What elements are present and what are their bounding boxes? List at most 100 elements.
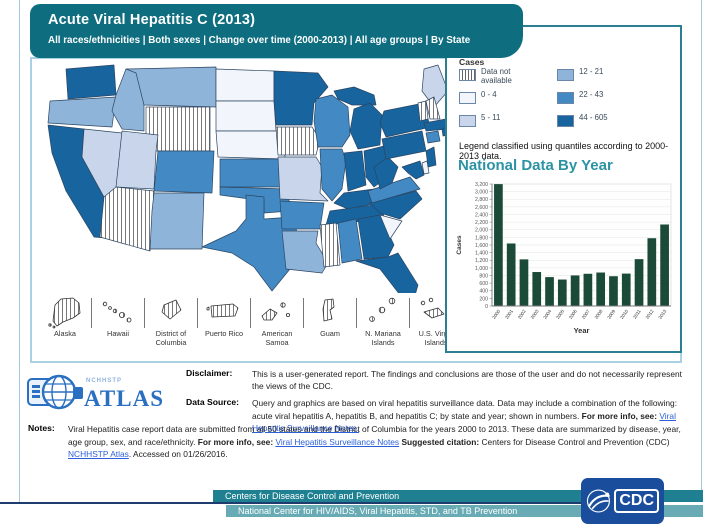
atlas-globe-icon: NCHHSTP ATLAS (27, 374, 163, 411)
cdc-logo: CDC (581, 478, 664, 524)
inset-guam: Guam (305, 295, 355, 339)
nchhstp-atlas-link[interactable]: NCHHSTP Atlas (68, 449, 129, 460)
state-OR (47, 96, 117, 128)
svg-text:2,600: 2,600 (475, 205, 488, 211)
inset-shape (161, 299, 182, 320)
svg-text:1,600: 1,600 (475, 243, 488, 249)
svg-text:3,200: 3,200 (475, 182, 488, 188)
svg-text:2,000: 2,000 (475, 228, 488, 234)
svg-text:2012: 2012 (645, 308, 655, 320)
svg-text:2003: 2003 (530, 308, 540, 320)
surveillance-notes-link[interactable]: Viral Hepatitis Surveillance Notes. (252, 410, 676, 433)
legend-label: 22 - 43 (579, 90, 604, 99)
bar-2007 (583, 273, 593, 306)
state-NE (215, 130, 287, 160)
legend-swatch-q2 (459, 115, 476, 127)
footer-cdc-text: Centers for Disease Control and Preventi… (225, 491, 400, 501)
svg-text:2000: 2000 (491, 308, 501, 320)
inset-shape (102, 301, 132, 323)
bar-2009 (609, 276, 618, 306)
svg-text:2,400: 2,400 (475, 212, 488, 218)
notes-body: Viral Hepatitis case report data are sub… (68, 424, 681, 447)
svg-text:2007: 2007 (581, 308, 591, 320)
disclaimer-text: This is a user-generated report. The fin… (252, 369, 683, 392)
page-frame (19, 0, 702, 502)
inset-shape (261, 302, 290, 321)
notes-more-label: For more info, see: (197, 436, 276, 447)
inset-alaska: Alaska (40, 295, 90, 339)
bar-2006 (570, 275, 580, 306)
inset-label: Puerto Rico (204, 329, 244, 338)
inset-shape (48, 297, 81, 329)
svg-text:600: 600 (479, 281, 488, 287)
footer-center-text: National Center for HIV/AIDS, Viral Hepa… (238, 506, 518, 516)
svg-text:2004: 2004 (542, 308, 552, 320)
atlas-small-label: NCHHSTP (86, 378, 122, 384)
svg-text:2005: 2005 (555, 308, 565, 320)
notes-surveillance-link[interactable]: Viral Hepatitis Surveillance Notes (275, 436, 400, 447)
state-SC (379, 214, 403, 240)
state-NH (425, 96, 441, 120)
legend-item: 12 - 21 (557, 67, 631, 85)
datasource-more-label: For more info, see: (581, 410, 660, 421)
inset-shape (369, 297, 396, 322)
svg-text:2002: 2002 (517, 308, 527, 320)
state-CT (425, 130, 441, 144)
bar-2001 (506, 243, 516, 306)
inset-label: American Samoa (261, 329, 293, 347)
inset-separator (356, 298, 357, 328)
svg-text:2,200: 2,200 (475, 220, 488, 226)
svg-text:1,800: 1,800 (475, 235, 488, 241)
notes-label: Notes: (28, 423, 55, 433)
inset-separator (409, 298, 410, 328)
svg-text:1,200: 1,200 (475, 258, 488, 264)
disclaimer-row: Disclaimer: This is a user-generated rep… (186, 368, 692, 392)
svg-text:2008: 2008 (594, 308, 604, 320)
bar-2012 (647, 238, 657, 306)
national-data-bar-chart: 02004006008001,0001,2001,4001,6001,8002,… (456, 182, 672, 335)
state-IA (275, 126, 321, 156)
inset-separator (197, 298, 198, 328)
svg-text:2013: 2013 (657, 308, 667, 320)
disclaimer-label: Disclaimer: (186, 368, 233, 378)
state-VA (367, 176, 421, 204)
state-MN (273, 70, 329, 126)
legend-item: Data not available (459, 67, 533, 85)
legend-note: Legend classified using quantiles accord… (459, 141, 669, 161)
chart-xlabel: Year (574, 326, 590, 335)
info-section: Disclaimer: This is a user-generated rep… (186, 368, 692, 439)
inset-separator (250, 298, 251, 328)
chart-ylabel: Cases (456, 235, 463, 255)
svg-text:2011: 2011 (632, 308, 642, 319)
svg-text:400: 400 (479, 289, 488, 295)
state-UT (115, 130, 159, 190)
inset-label: Guam (320, 329, 340, 338)
bar-2013 (660, 224, 669, 306)
map-legend: Data not available 0 - 4 5 - 11 12 - 21 22 -… (459, 67, 631, 137)
state-MI (349, 102, 383, 150)
accessed-date: . Accessed on 01/26/2016. (128, 449, 228, 460)
state-FL (355, 252, 419, 293)
bar-2008 (596, 272, 606, 306)
legend-label: 0 - 4 (481, 90, 497, 99)
notes-text: Viral Hepatitis case report data are sub… (68, 423, 696, 461)
svg-text:2,800: 2,800 (475, 197, 488, 203)
legend-item: 44 - 605 (557, 113, 631, 131)
legend-item: 5 - 11 (459, 113, 533, 131)
legend-label: 44 - 605 (579, 113, 608, 122)
legend-swatch-na (459, 69, 476, 81)
inset-american-samoa: American Samoa (252, 295, 302, 348)
inset-shape (206, 303, 239, 318)
state-NM (149, 192, 205, 250)
bar-2000 (494, 184, 503, 306)
svg-text:200: 200 (479, 296, 488, 302)
bar-2003 (532, 272, 542, 306)
inset-separator (144, 298, 145, 328)
state-IN (343, 150, 367, 192)
citation-text: Centers for Disease Control and Preventi… (481, 436, 670, 447)
state-IL (319, 148, 347, 202)
datasource-text: Query and graphics are based on viral he… (252, 397, 692, 434)
state-MO (277, 156, 329, 202)
legend-item: 0 - 4 (459, 90, 533, 108)
svg-text:1,400: 1,400 (475, 251, 488, 257)
